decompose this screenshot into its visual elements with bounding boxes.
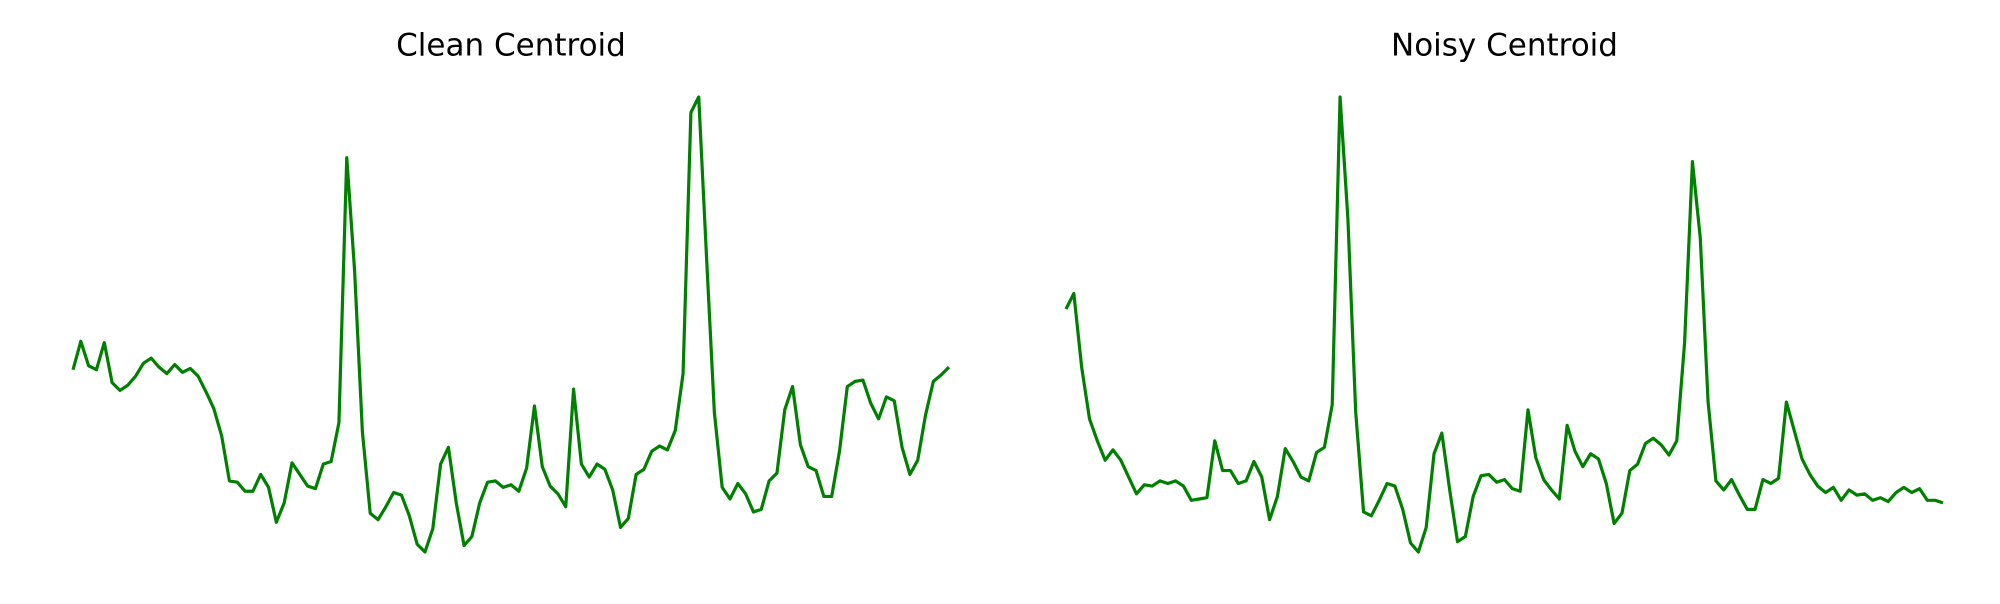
line-series bbox=[71, 95, 951, 554]
chart-title: Noisy Centroid bbox=[1391, 28, 1618, 64]
chart-title: Clean Centroid bbox=[396, 28, 626, 64]
line-series bbox=[1064, 95, 1944, 554]
